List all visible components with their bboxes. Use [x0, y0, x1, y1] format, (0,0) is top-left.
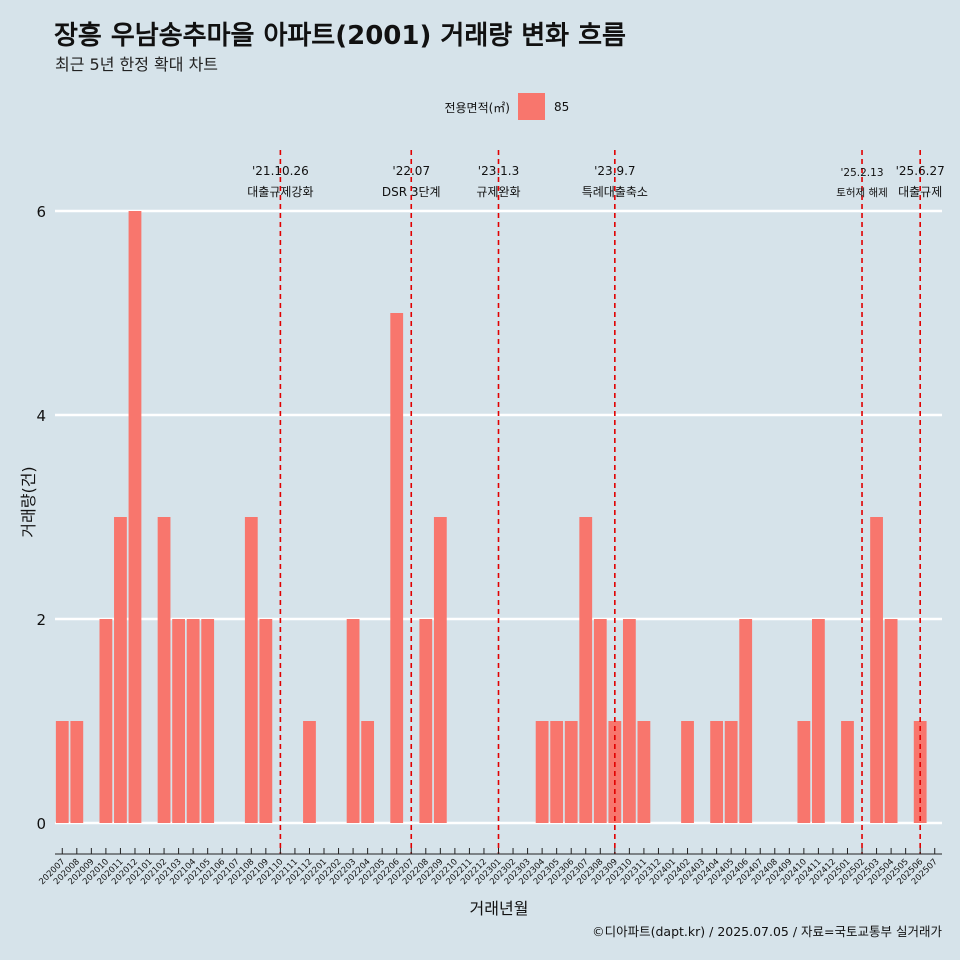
bar-202311 [637, 721, 651, 823]
bar-202102 [157, 517, 171, 823]
bar-202203 [346, 619, 360, 823]
bar-202503 [870, 517, 883, 823]
legend: 전용면적(㎡) 85 [444, 93, 569, 120]
event-date: '23.9.7 [594, 164, 635, 178]
event-label: 특례대출축소 [582, 185, 648, 199]
event-date: '21.10.26 [252, 164, 309, 178]
bar-202011 [114, 517, 127, 823]
x-axis-title: 거래년월 [470, 899, 529, 918]
bar-202410 [797, 721, 811, 823]
bar-202105 [201, 619, 215, 823]
bar-202404 [710, 721, 724, 823]
x-axis: 2020072020082020092020102020112020122021… [37, 848, 942, 887]
y-tick-label: 0 [36, 815, 46, 833]
bar-202406 [739, 619, 753, 823]
bar-202308 [593, 619, 607, 823]
y-tick-label: 2 [36, 611, 46, 629]
bar-202204 [361, 721, 375, 823]
legend-title: 전용면적(㎡) [444, 101, 510, 115]
bar-202504 [884, 619, 898, 823]
bar-202108 [244, 517, 258, 823]
bar-202206 [390, 313, 404, 823]
event-date: '25.2.13 [841, 167, 884, 179]
event-markers: '21.10.26 대출규제강화 '22.07 DSR 3단계 '23.1.3 규제완화 '… [247, 150, 945, 854]
bar-202010 [99, 619, 113, 823]
event-date: '25.6.27 [896, 164, 945, 178]
event-label: DSR 3단계 [382, 185, 441, 199]
event-label: 대출규제강화 [247, 185, 313, 199]
bar-202008 [70, 721, 84, 823]
bar-202112 [303, 721, 316, 823]
bar-202103 [172, 619, 185, 823]
bar-202007 [55, 721, 69, 823]
bar-202012 [128, 211, 142, 823]
bar-202304 [535, 721, 549, 823]
event-date: '23.1.3 [478, 164, 519, 178]
y-axis-title: 거래량(건) [19, 466, 38, 537]
chart-title: 장흥 우남송추마을 아파트(2001) 거래량 변화 흐름 [54, 21, 626, 51]
bar-202305 [550, 721, 564, 823]
event-label: 규제완화 [476, 185, 520, 199]
legend-swatch [518, 93, 545, 120]
bar-202104 [186, 619, 200, 823]
bar-202307 [579, 517, 593, 823]
y-tick-label: 6 [36, 203, 46, 221]
y-tick-label: 4 [36, 407, 46, 425]
legend-label: 85 [554, 100, 569, 114]
chart-subtitle: 최근 5년 한정 확대 차트 [55, 55, 218, 74]
bars [55, 211, 927, 823]
bar-202310 [622, 619, 636, 823]
bar-202109 [259, 619, 273, 823]
bar-202209 [433, 517, 447, 823]
bar-202501 [841, 721, 854, 823]
bar-202306 [564, 721, 578, 823]
y-axis: 0 2 4 6 [36, 203, 46, 833]
event-date: '22.07 [392, 164, 430, 178]
event-label: 토허제 해제 [836, 186, 888, 199]
event-label: 대출규제 [898, 185, 942, 199]
bar-202402 [681, 721, 694, 823]
bar-202405 [724, 721, 738, 823]
bar-202208 [419, 619, 433, 823]
bar-202411 [812, 619, 825, 823]
caption: ©디아파트(dapt.kr) / 2025.07.05 / 자료=국토교통부 실… [592, 924, 942, 939]
